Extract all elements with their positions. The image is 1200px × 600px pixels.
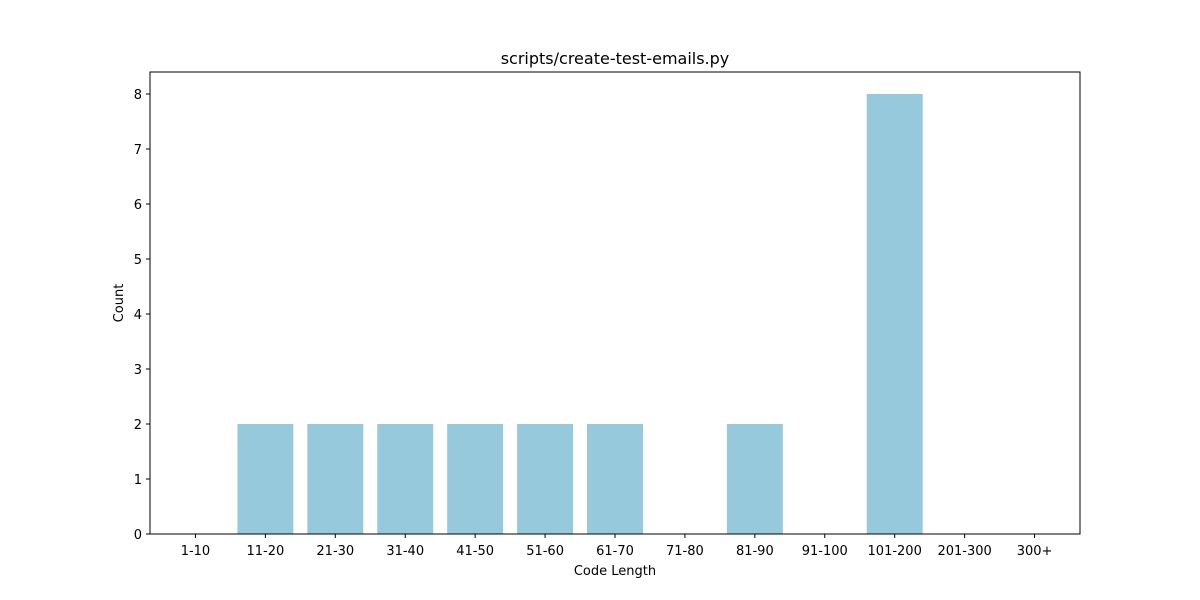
y-tick-label: 1: [134, 473, 142, 488]
y-tick-label: 6: [134, 198, 142, 213]
y-tick-label: 3: [134, 363, 142, 378]
x-tick-label: 31-40: [386, 544, 424, 559]
x-tick-label: 61-70: [596, 544, 634, 559]
x-tick-label: 11-20: [246, 544, 284, 559]
y-tick-label: 4: [134, 308, 142, 323]
y-tick-label: 8: [134, 88, 142, 103]
bar-51-60: [517, 424, 574, 534]
x-tick-label: 71-80: [666, 544, 704, 559]
x-tick-label: 91-100: [802, 544, 848, 559]
x-tick-label: 81-90: [736, 544, 774, 559]
bars-layer: [237, 94, 923, 534]
bar-41-50: [447, 424, 504, 534]
x-tick-label: 51-60: [526, 544, 564, 559]
y-tick-label: 2: [134, 418, 142, 433]
x-tick-label: 21-30: [316, 544, 354, 559]
bar-61-70: [587, 424, 643, 534]
bar-11-20: [237, 424, 294, 534]
x-tick-label: 1-10: [181, 544, 211, 559]
y-axis-label: Count: [112, 284, 127, 323]
x-axis: 1-10 11-20 21-30 31-40 41-50 51-60 61-70 71-80 8…: [181, 534, 1053, 559]
x-tick-label: 300+: [1017, 544, 1053, 559]
x-axis-label: Code Length: [574, 564, 656, 579]
bar-101-200: [866, 94, 923, 534]
x-tick-label: 101-200: [868, 544, 922, 559]
y-tick-label: 5: [134, 253, 142, 268]
x-tick-label: 201-300: [937, 544, 991, 559]
bar-81-90: [726, 424, 783, 534]
x-tick-label: 41-50: [456, 544, 494, 559]
bar-21-30: [307, 424, 364, 534]
y-axis: 0 1 2 3 4 5 6 7 8: [134, 88, 150, 543]
y-tick-label: 7: [134, 143, 142, 158]
bar-31-40: [377, 424, 434, 534]
y-tick-label: 0: [134, 528, 142, 543]
chart-title: scripts/create-test-emails.py: [501, 49, 730, 68]
